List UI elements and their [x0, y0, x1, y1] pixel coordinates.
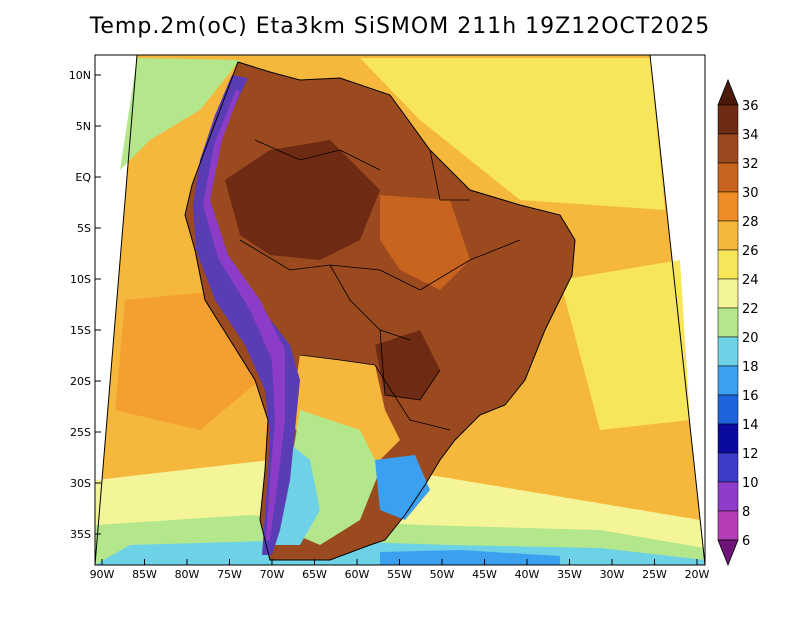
latitude-axis: 10N 5N EQ 5S 10S 15S 20S 25S 30S 35S: [69, 69, 101, 541]
colorbar-segment: [717, 510, 739, 541]
colorbar-label: 34: [742, 128, 759, 143]
lon-tick-label: 60W: [345, 568, 370, 581]
colorbar-segment: [717, 452, 739, 483]
colorbar-label: 20: [742, 331, 759, 346]
lat-tick-label: 15S: [70, 324, 91, 337]
coastline-outline: [184, 61, 576, 561]
lon-tick-label: 40W: [515, 568, 540, 581]
lat-tick-label: EQ: [75, 171, 91, 184]
lat-tick-label: 20S: [70, 375, 91, 388]
land-zone-hot-pantanal: [375, 330, 440, 400]
colorbar-segment: [717, 133, 739, 164]
colorbar-segment: [717, 191, 739, 222]
ocean-zone-south-coldest: [380, 550, 560, 565]
colorbar-segment: [717, 336, 739, 367]
land-zone-warm-northeast: [380, 195, 470, 290]
country-borders: [239, 139, 521, 431]
colorbar-segment: [717, 365, 739, 396]
colorbar-label: 8: [742, 505, 750, 520]
lat-tick-label: 5N: [76, 120, 91, 133]
lon-tick-label: 50W: [430, 568, 455, 581]
lon-tick-label: 35W: [557, 568, 582, 581]
ocean-zone-east: [560, 260, 690, 430]
colorbar-top-arrow: [717, 78, 739, 106]
map-title: Temp.2m(oC) Eta3km SiSMOM 211h 19Z12OCT2…: [89, 14, 711, 39]
lon-tick-label: 25W: [642, 568, 667, 581]
lon-tick-label: 45W: [472, 568, 497, 581]
colorbar-segment: [717, 104, 739, 135]
colorbar-label: 16: [742, 389, 759, 404]
colorbar-label: 24: [742, 273, 759, 288]
lat-tick-label: 5S: [77, 222, 91, 235]
lon-tick-label: 65W: [302, 568, 327, 581]
land-zone-uruguay-cool: [375, 455, 430, 520]
colorbar-bottom-arrow: [717, 539, 739, 567]
colorbar-segment: [717, 249, 739, 280]
lat-tick-label: 25S: [70, 426, 91, 439]
lon-tick-label: 90W: [90, 568, 115, 581]
colorbar-label: 32: [742, 157, 759, 172]
colorbar-label: 12: [742, 447, 759, 462]
lon-tick-label: 80W: [175, 568, 200, 581]
colorbar-label: 18: [742, 360, 759, 375]
lat-tick-label: 10N: [69, 69, 91, 82]
colorbar-segment: [717, 307, 739, 338]
colorbar: 36 34 32 30 28 26 24 22 20 18 16 14 12 10 8 6: [717, 78, 759, 567]
lon-tick-label: 75W: [217, 568, 242, 581]
colorbar-label: 28: [742, 215, 759, 230]
colorbar-label: 26: [742, 244, 759, 259]
colorbar-segment: [717, 423, 739, 454]
lat-tick-label: 10S: [70, 273, 91, 286]
lat-tick-label: 30S: [70, 477, 91, 490]
colorbar-segment: [717, 220, 739, 251]
lon-tick-label: 30W: [600, 568, 625, 581]
lon-tick-label: 70W: [260, 568, 285, 581]
lon-tick-label: 20W: [685, 568, 710, 581]
ocean-zone-cool-west: [120, 58, 240, 170]
lon-tick-label: 85W: [132, 568, 157, 581]
land-zone-hottest: [225, 140, 380, 260]
colorbar-segment: [717, 481, 739, 512]
longitude-axis: 90W 85W 80W 75W 70W 65W 60W 55W 50W 45W 40W 35W 30W 2…: [90, 559, 710, 581]
colorbar-label: 30: [742, 186, 759, 201]
colorbar-segment: [717, 278, 739, 309]
colorbar-label: 22: [742, 302, 759, 317]
colorbar-label: 10: [742, 476, 759, 491]
colorbar-label: 36: [742, 99, 759, 114]
colorbar-segment: [717, 394, 739, 425]
colorbar-segment: [717, 162, 739, 193]
colorbar-label: 6: [742, 534, 750, 549]
andes-cold-band: [193, 75, 300, 555]
lon-tick-label: 55W: [387, 568, 412, 581]
ocean-zone-warm-north: [360, 58, 665, 210]
colorbar-label: 14: [742, 418, 759, 433]
lat-tick-label: 35S: [70, 528, 91, 541]
